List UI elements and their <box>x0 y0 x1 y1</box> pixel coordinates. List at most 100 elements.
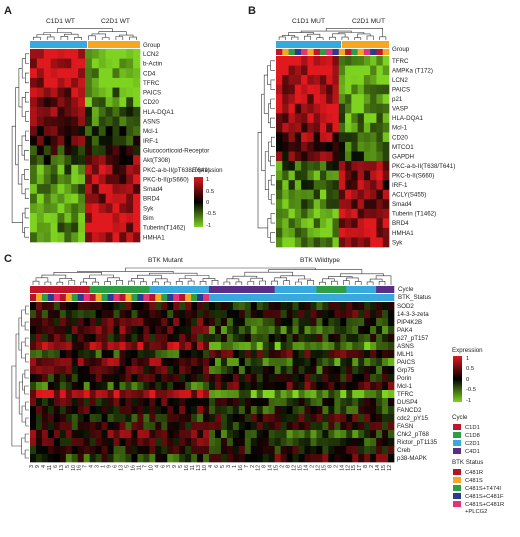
panel-c-cell <box>107 302 114 311</box>
panel-b-cell <box>376 208 384 219</box>
panel-c-cell <box>298 318 305 327</box>
panel-c-cell <box>310 414 317 423</box>
panel-b-cell <box>338 141 346 152</box>
panel-c-btk-legend-swatch <box>453 485 461 491</box>
panel-b-cell <box>345 227 352 238</box>
panel-b-cell <box>326 189 333 200</box>
panel-c-cell <box>30 398 37 407</box>
panel-c-cell <box>310 422 317 431</box>
panel-c-cell <box>274 382 281 391</box>
panel-c-cell <box>298 422 305 431</box>
panel-a-cell <box>71 222 79 233</box>
panel-b-cell <box>357 227 365 238</box>
panel-c-cell <box>41 438 49 447</box>
panel-c-cell <box>125 430 132 439</box>
panel-b-row-branch <box>270 156 275 167</box>
panel-b-cell <box>294 208 302 219</box>
panel-c-cell <box>161 342 168 351</box>
panel-b-cell <box>319 65 327 76</box>
panel-c-row-branch <box>24 369 29 379</box>
panel-a-cell <box>133 87 141 98</box>
panel-c-cell <box>244 414 252 423</box>
panel-c-cell <box>304 382 311 391</box>
panel-a-cell <box>78 116 86 127</box>
panel-c-btk-swatch <box>268 294 275 301</box>
panel-c-cell <box>292 454 299 463</box>
panel-c-cell <box>316 430 323 439</box>
panel-c-cell <box>89 350 96 359</box>
panel-c-cell <box>30 438 37 447</box>
panel-c-cell <box>358 422 365 431</box>
panel-b-cell <box>307 141 315 152</box>
panel-c-cell <box>256 358 264 367</box>
panel-c-cell <box>388 326 395 335</box>
panel-a-cell <box>119 116 127 127</box>
panel-c-cell <box>214 454 222 463</box>
panel-a-cell <box>85 203 93 214</box>
panel-c-cell <box>95 326 102 335</box>
panel-c-cell <box>155 358 162 367</box>
panel-b-cell <box>326 227 333 238</box>
panel-c-col-label: 3 <box>166 465 172 468</box>
panel-b-cell <box>332 170 340 181</box>
panel-c-cell <box>370 342 377 351</box>
panel-c-cell <box>143 326 150 335</box>
panel-b-cell <box>326 103 333 114</box>
panel-c-cell <box>244 326 252 335</box>
panel-a-cell <box>57 222 65 233</box>
panel-c-col-label: 14 <box>339 465 345 471</box>
panel-b-cell <box>276 208 283 219</box>
panel-c-cell <box>191 438 198 447</box>
panel-c-cell <box>334 422 341 431</box>
panel-a-cell <box>36 116 45 127</box>
panel-a-row-label: TFRC <box>143 80 160 87</box>
panel-b-cell <box>363 103 371 114</box>
panel-c-cell <box>232 302 240 311</box>
panel-c-cell <box>197 430 204 439</box>
panel-c-cell <box>280 326 287 335</box>
panel-b-cell <box>307 161 315 171</box>
panel-b-cell <box>351 189 358 200</box>
panel-c-cell <box>364 398 371 407</box>
panel-b-cell <box>288 161 296 171</box>
panel-b-cell <box>276 132 283 143</box>
panel-c-col-branch <box>271 280 278 285</box>
panel-c-cell <box>53 398 61 407</box>
panel-c-cell <box>334 454 341 463</box>
panel-a-cell <box>85 184 93 195</box>
panel-b-cell <box>363 84 371 95</box>
panel-c-col-label: 11 <box>136 465 142 470</box>
panel-b-cell <box>326 122 333 133</box>
panel-b-cell <box>301 237 308 248</box>
panel-c-cell <box>167 454 174 463</box>
panel-c-cell <box>179 358 186 367</box>
panel-a-cell <box>64 193 72 204</box>
panel-c-btk-legend-label: C481S <box>465 478 483 484</box>
panel-b-cell <box>326 84 333 95</box>
panel-c-cell <box>203 438 210 447</box>
panel-b-cell <box>332 65 340 76</box>
panel-b-col-branch <box>291 36 299 40</box>
panel-c-cell <box>298 398 305 407</box>
panel-c-cell <box>388 302 395 311</box>
panel-c-cell <box>298 446 305 455</box>
panel-c-cell <box>286 358 293 367</box>
panel-a-cell <box>85 58 93 69</box>
panel-c-cell <box>179 446 186 455</box>
panel-c-btk-swatch <box>197 294 204 301</box>
panel-c-btk-swatch <box>83 294 90 301</box>
panel-c-cell <box>197 422 204 431</box>
panel-c-cell <box>292 374 299 383</box>
panel-c-cell <box>226 326 234 335</box>
panel-c-cell <box>364 454 371 463</box>
panel-c-cell <box>334 374 341 383</box>
panel-c-cell <box>65 318 73 327</box>
panel-b-cell <box>276 161 283 171</box>
panel-a-cell <box>85 106 93 117</box>
panel-b-sample-swatch <box>282 49 289 55</box>
panel-b-sample-swatch <box>351 49 358 55</box>
panel-c-cell <box>107 406 114 415</box>
panel-a-cell <box>50 58 58 69</box>
panel-c-cell <box>47 454 55 463</box>
panel-c-cell <box>53 358 61 367</box>
